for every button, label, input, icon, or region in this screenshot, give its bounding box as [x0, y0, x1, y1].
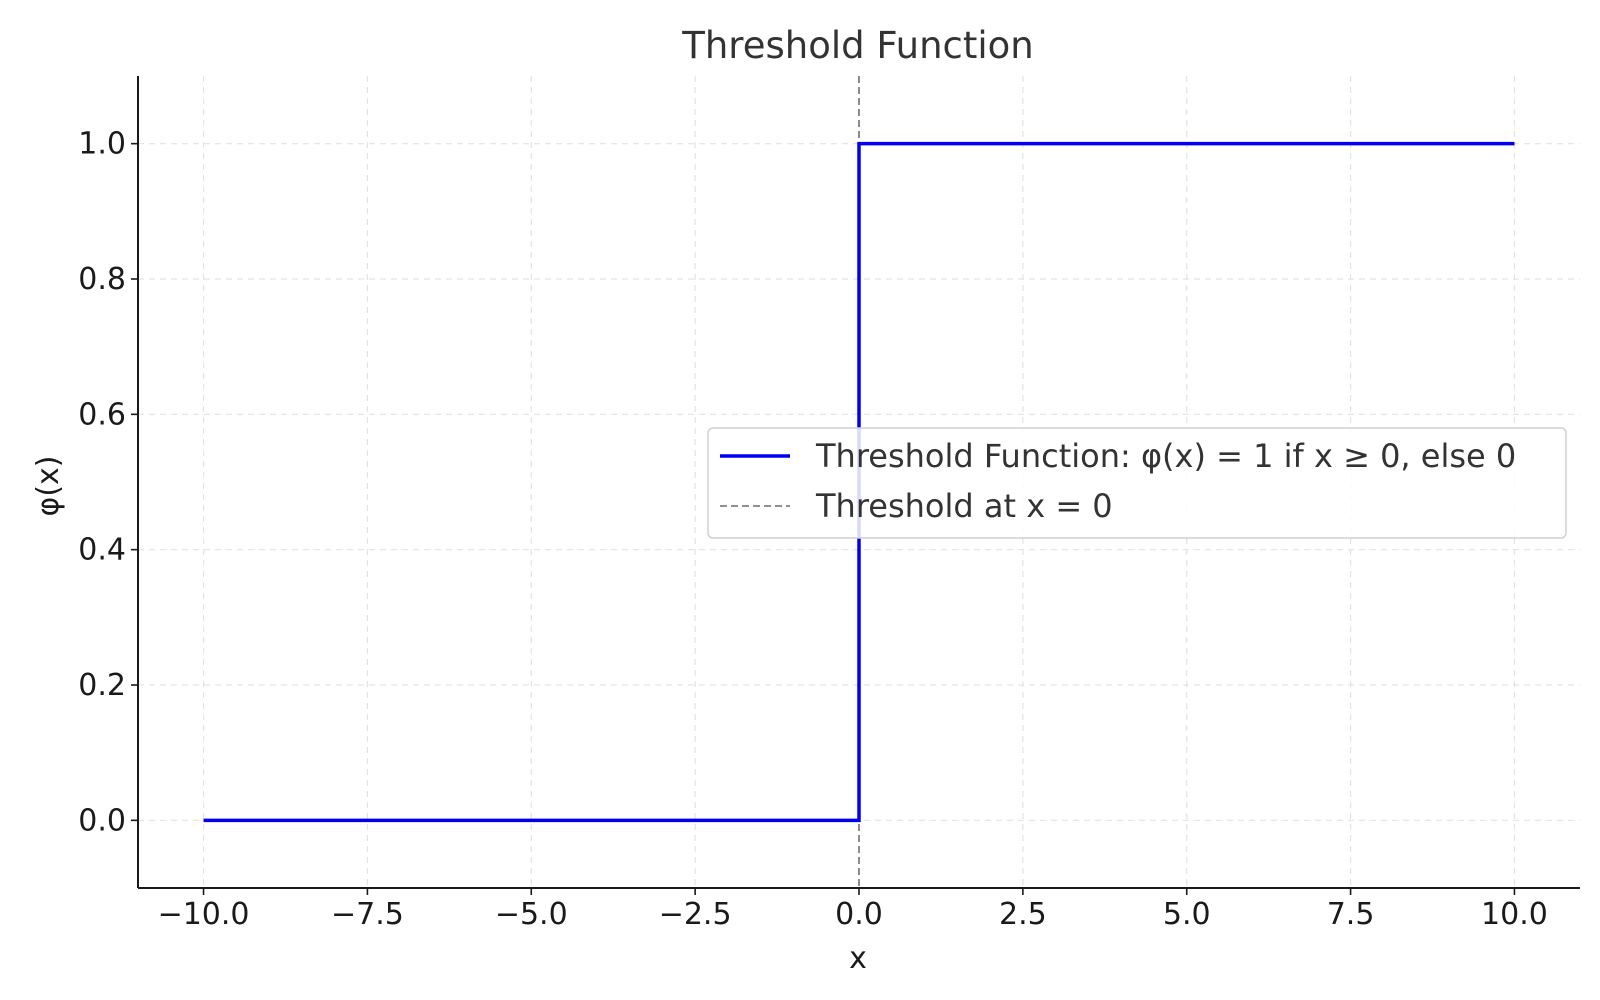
- y-ticks: 0.0 0.2 0.4 0.6 0.8 1.0: [78, 127, 138, 838]
- y-tick-label-4: 0.8: [78, 262, 126, 297]
- x-ticks: −10.0 −7.5 −5.0 −2.5 0.0 2.5 5.0 7.5 10.0: [158, 888, 1548, 932]
- x-tick-label-3: −2.5: [659, 897, 732, 932]
- x-tick-label-7: 7.5: [1327, 897, 1375, 932]
- chart-title: Threshold Function: [681, 24, 1033, 67]
- x-tick-label-6: 5.0: [1163, 897, 1211, 932]
- y-tick-label-2: 0.4: [78, 533, 126, 568]
- x-tick-label-4: 0.0: [835, 897, 883, 932]
- x-tick-label-5: 2.5: [999, 897, 1047, 932]
- legend-label-1: Threshold at x = 0: [815, 487, 1113, 525]
- x-tick-label-0: −10.0: [158, 897, 250, 932]
- y-tick-label-0: 0.0: [78, 803, 126, 838]
- legend: Threshold Function: φ(x) = 1 if x ≥ 0, e…: [707, 427, 1567, 539]
- x-tick-label-2: −5.0: [495, 897, 568, 932]
- y-tick-label-1: 0.2: [78, 668, 126, 703]
- legend-label-0: Threshold Function: φ(x) = 1 if x ≥ 0, e…: [815, 437, 1516, 475]
- y-axis-label: φ(x): [31, 456, 66, 517]
- x-tick-label-1: −7.5: [331, 897, 404, 932]
- x-axis-label: x: [849, 941, 867, 976]
- x-tick-label-8: 10.0: [1481, 897, 1548, 932]
- y-tick-label-3: 0.6: [78, 397, 126, 432]
- y-tick-label-5: 1.0: [78, 127, 126, 162]
- legend-box: [707, 427, 1567, 539]
